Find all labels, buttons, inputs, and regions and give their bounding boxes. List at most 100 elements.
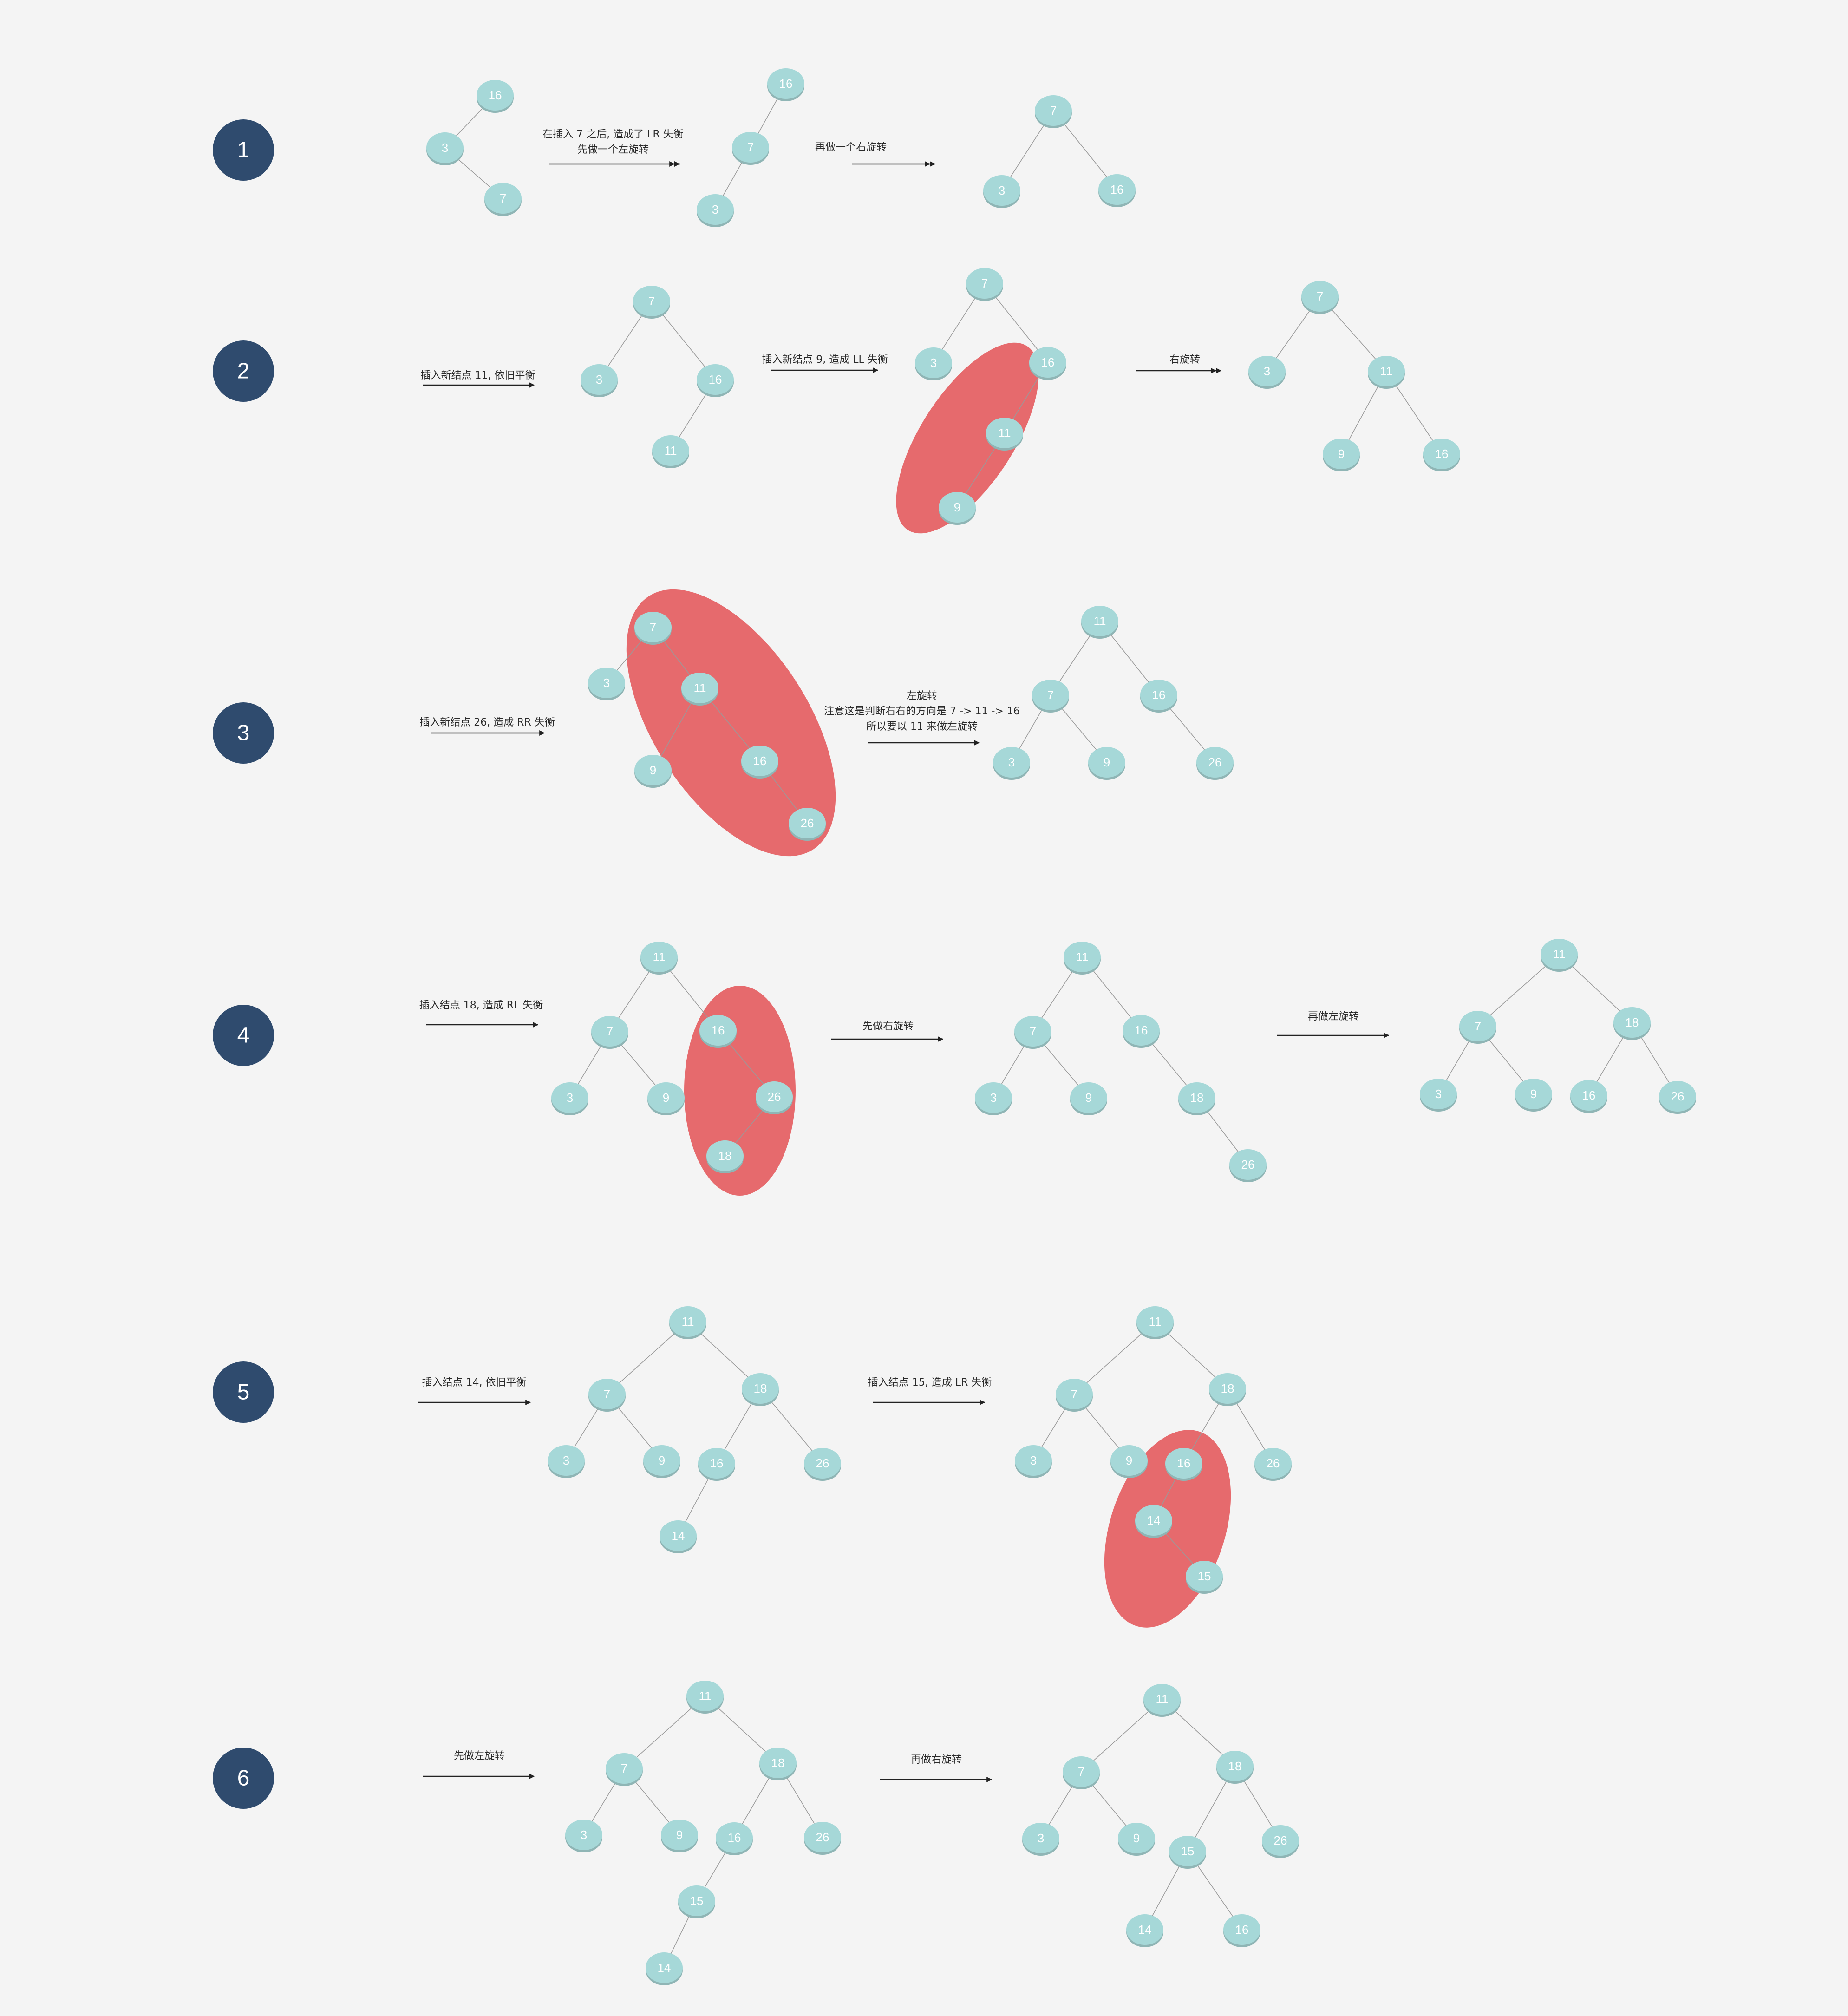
tree-node-label: 18 [1626,1015,1639,1029]
tree-node-label: 26 [768,1090,781,1104]
tree-node-label: 11 [1076,950,1089,964]
tree-node-label: 26 [1241,1158,1255,1172]
tree-node-label: 3 [567,1091,573,1105]
tree-node-label: 7 [604,1387,610,1401]
tree-node: 18 [759,1748,797,1780]
tree-node: 16 [699,1015,737,1048]
tree-node: 9 [1118,1823,1155,1856]
tree-node: 3 [588,668,625,700]
tree-node-label: 14 [1147,1513,1161,1527]
transition-arrow: 插入结点 14, 依旧平衡 [418,1377,531,1405]
step-marker: 1 [213,119,274,181]
tree-node: 11 [1143,1684,1181,1717]
tree-node: 9 [1515,1079,1552,1112]
step-marker: 4 [213,1005,274,1066]
tree-node-label: 3 [1008,755,1015,769]
transition-arrow: 先做右旋转 [831,1021,944,1042]
step-marker: 5 [213,1361,274,1423]
tree-node: 18 [1613,1007,1651,1040]
tree-node-label: 9 [1530,1087,1537,1101]
tree-node: 26 [789,808,826,841]
transition-label: 所以要以 11 来做左旋转 [866,721,978,733]
tree-node: 3 [1022,1823,1059,1856]
tree-node-label: 7 [607,1024,613,1038]
tree-node-label: 16 [710,1456,724,1470]
tree-node-label: 16 [712,1023,725,1037]
step-number: 5 [237,1380,250,1405]
tree-node: 16 [1223,1914,1260,1947]
transition-arrow: 先做左旋转 [423,1750,535,1779]
tree-node-label: 15 [1181,1844,1195,1858]
tree-node-label: 16 [753,754,767,768]
tree-node: 3 [1420,1079,1457,1112]
tree-node-label: 16 [1110,183,1124,196]
tree-node-label: 18 [718,1149,732,1163]
tree-node: 3 [548,1445,585,1478]
transition-label: 左旋转 [907,690,937,702]
tree-node: 11 [986,418,1023,451]
tree-node-label: 7 [1050,104,1057,118]
tree-node: 7 [606,1753,643,1786]
tree-node: 3 [993,747,1030,780]
step-marker: 3 [213,702,274,764]
tree-node: 7 [1459,1011,1496,1044]
tree-node-label: 9 [1104,755,1110,769]
tree-node: 26 [1659,1081,1696,1114]
tree-node-label: 3 [930,356,937,370]
tree-node: 16 [741,746,778,779]
tree-node: 16 [1140,680,1177,713]
transition-arrow: 再做一个右旋转 [815,142,935,167]
tree-node: 15 [1169,1836,1206,1869]
tree-node-label: 18 [1228,1759,1242,1773]
transition-arrow: 插入结点 15, 造成 LR 失衡 [868,1377,992,1405]
tree-node-label: 3 [990,1091,997,1105]
tree-node-label: 11 [694,681,706,695]
tree-node: 3 [975,1082,1012,1115]
tree-node: 18 [742,1373,779,1406]
transition-arrow: 插入新结点 11, 依旧平衡 [421,370,535,388]
tree-node: 26 [804,1822,841,1855]
step-number: 3 [237,721,250,746]
transition-label: 再做右旋转 [911,1754,962,1766]
tree-node-label: 7 [1078,1765,1084,1779]
tree-node-label: 9 [1126,1453,1132,1467]
tree-node-label: 14 [658,1961,671,1975]
tree-node-label: 3 [1264,364,1270,378]
tree-node: 9 [661,1820,698,1852]
tree-node-label: 18 [771,1756,785,1770]
tree-node-label: 26 [801,816,814,830]
tree-node: 11 [1368,356,1405,389]
tree-node-label: 16 [1235,1923,1249,1937]
tree-node-label: 9 [676,1828,683,1842]
tree-node: 7 [1032,680,1069,713]
tree-node: 9 [1070,1082,1107,1115]
tree-node: 3 [565,1820,602,1852]
tree-node: 16 [1123,1015,1160,1048]
tree-node-label: 3 [1030,1453,1037,1467]
transition-label: 右旋转 [1169,354,1200,366]
tree-node: 11 [1541,939,1578,972]
transition-label: 再做一个右旋转 [815,142,887,153]
tree-node: 3 [551,1082,588,1115]
transition-label: 插入新结点 11, 依旧平衡 [421,370,535,381]
tree-node-label: 7 [621,1761,627,1775]
tree-node-label: 16 [1152,688,1166,702]
tree-node-label: 15 [690,1894,704,1908]
tree-node: 26 [1254,1448,1292,1481]
tree-node-label: 11 [682,1315,694,1329]
tree-node: 26 [804,1448,841,1481]
tree-node-label: 26 [1208,755,1222,769]
tree-node-label: 26 [1671,1089,1685,1103]
tree-node: 11 [681,673,718,706]
tree-node: 16 [697,364,734,397]
tree-node-label: 9 [1133,1831,1140,1845]
tree-node: 14 [1126,1914,1163,1947]
tree-node: 16 [1165,1448,1202,1481]
tree-node-label: 7 [1030,1024,1036,1038]
transition-arrow: 插入新结点 26, 造成 RR 失衡 [419,717,555,736]
tree-node: 18 [1178,1082,1215,1115]
tree-node: 16 [716,1822,753,1855]
tree-node: 14 [646,1952,683,1985]
step-marker: 2 [213,340,274,402]
